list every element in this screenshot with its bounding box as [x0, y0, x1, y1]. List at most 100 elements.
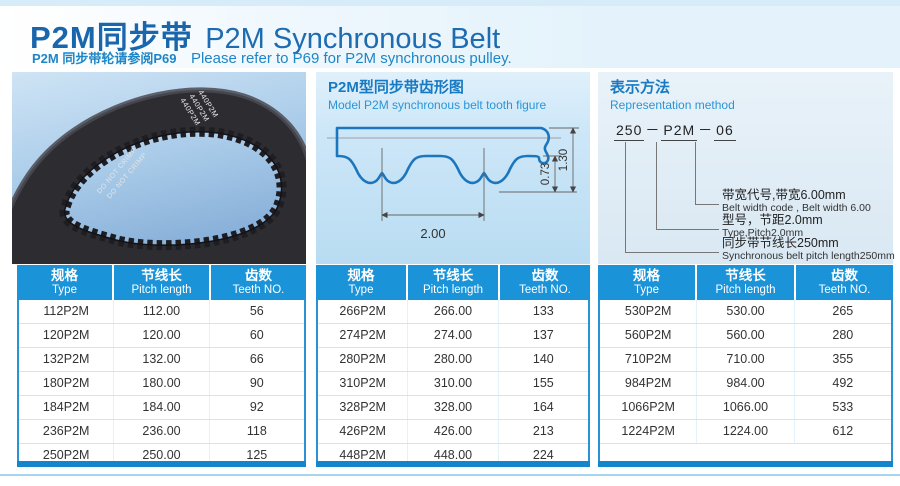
table-cell: 612: [832, 424, 854, 438]
spec-table-1: 规格 Type 节线长 Pitch length 齿数 Teeth NO. 112P2M 11…: [17, 265, 306, 467]
table-cell: 132.00: [114, 348, 210, 371]
column-header-en: Type: [348, 283, 374, 296]
dim-thickness-label: 1.30: [558, 149, 570, 171]
page-header: P2M同步带 P2M Synchronous Belt P2M 同步带轮请参阅P…: [0, 6, 900, 68]
connector-width-code: [695, 142, 719, 205]
table-row: 120P2M 120.00 60: [19, 324, 304, 348]
table-cell: 265: [832, 304, 854, 318]
column-header-en: Teeth NO.: [519, 283, 571, 296]
page-subtitle-en: Please refer to P69 for P2M synchronous …: [190, 50, 512, 67]
belt-profile-outline: [335, 126, 551, 185]
table-cell: 1066P2M: [600, 396, 698, 419]
table-cell: 236P2M: [19, 420, 115, 443]
table-cell: 530.00: [697, 300, 795, 323]
column-header-zh: 规格: [347, 267, 375, 283]
top-strip: [0, 0, 900, 6]
table-cell: 710P2M: [600, 348, 698, 371]
spec-table-3: 规格 Type 节线长 Pitch length 齿数 Teeth NO. 530P2M 53…: [598, 265, 893, 467]
belt-outer-sheen: [1, 87, 313, 223]
table-cell: 213: [532, 424, 554, 438]
table-cell: 120P2M: [19, 324, 115, 347]
table-row: 984P2M 984.00 492: [600, 372, 891, 396]
column-header: 节线长 Pitch length: [697, 265, 794, 300]
table-cell: 1066.00: [697, 396, 795, 419]
table-cell: 92: [249, 400, 264, 414]
column-header-en: Pitch length: [422, 283, 484, 296]
table-cell: 310.00: [408, 372, 499, 395]
table-cell: 133: [532, 304, 554, 318]
page-title-zh: P2M同步带: [30, 20, 193, 55]
annotation-type-en: Type,Pitch2.0mm: [722, 227, 804, 240]
annotation-pitch-length-en: Synchronous belt pitch length250mm: [722, 250, 895, 263]
belt-code: 250 － P2M － 06: [614, 120, 736, 141]
table-row: 710P2M 710.00 355: [600, 348, 891, 372]
table-cell: 448P2M: [318, 444, 409, 461]
annotation-pitch-length-zh: 同步带节线长250mm: [722, 236, 839, 250]
table-cell: 140: [532, 352, 554, 366]
table-body: 266P2M 266.00 133 274P2M 274.00 137 280P2M 280.…: [316, 300, 590, 461]
table-row: 274P2M 274.00 137: [318, 324, 588, 348]
belt-code-width: 06: [714, 122, 736, 141]
table-bottom-bar: [316, 461, 590, 467]
table-cell: 250P2M: [19, 444, 115, 461]
table-cell: 280.00: [408, 348, 499, 371]
table-row: 560P2M 560.00 280: [600, 324, 891, 348]
table-header-row: 规格 Type 节线长 Pitch length 齿数 Teeth NO.: [598, 265, 893, 300]
tooth-height-dimension-lines: [499, 155, 577, 193]
table-cell: 184P2M: [19, 396, 115, 419]
table-bottom-bar: [17, 461, 306, 467]
tooth-figure-title-en: Model P2M synchronous belt tooth figure: [328, 97, 547, 112]
table-cell: 236.00: [114, 420, 210, 443]
tooth-profile-diagram: 2.00 0.73 1.30: [327, 126, 579, 241]
page-title-en: P2M Synchronous Belt: [205, 23, 501, 55]
representation-title-zh: 表示方法: [610, 79, 671, 96]
table-cell: 280P2M: [318, 348, 409, 371]
table-cell: 155: [532, 376, 554, 390]
table-cell: 250.00: [114, 444, 210, 461]
table-row: 426P2M 426.00 213: [318, 420, 588, 444]
table-cell: 1224.00: [697, 420, 795, 443]
column-header-zh: 齿数: [531, 267, 559, 283]
annotation-width-code-en: Belt width code , Belt width 6.00: [722, 202, 871, 215]
representation-panel: 表示方法 Representation method 250 － P2M － 06 带宽…: [598, 72, 895, 264]
column-header: 齿数 Teeth NO.: [500, 265, 590, 300]
column-header-zh: 节线长: [141, 267, 182, 283]
table-cell: 164: [532, 400, 554, 414]
dim-tooth-height-label: 0.73: [540, 163, 552, 185]
table-cell: 530P2M: [600, 300, 698, 323]
table-cell: 426P2M: [318, 420, 409, 443]
tooth-figure-panel: P2M型同步带齿形图 Model P2M synchronous belt to…: [316, 72, 590, 264]
spec-table-2: 规格 Type 节线长 Pitch length 齿数 Teeth NO. 266P2M 26…: [316, 265, 590, 467]
table-row: 112P2M 112.00 56: [19, 300, 304, 324]
column-header: 规格 Type: [17, 265, 112, 300]
table-cell: 426.00: [408, 420, 499, 443]
table-cell: 274.00: [408, 324, 499, 347]
column-header-en: Pitch length: [131, 283, 192, 296]
table-cell: 274P2M: [318, 324, 409, 347]
belt-inner-edge: [63, 131, 283, 246]
page-subtitle: P2M 同步带轮请参阅P69 Please refer to P69 for P…: [32, 48, 512, 68]
table-cell: 710.00: [697, 348, 795, 371]
table-cell: 112.00: [114, 300, 210, 323]
table-cell: 328P2M: [318, 396, 409, 419]
table-row: 184P2M 184.00 92: [19, 396, 304, 420]
tooth-figure-title-zh: P2M型同步带齿形图: [328, 79, 464, 96]
page-title: P2M同步带 P2M Synchronous Belt: [30, 12, 500, 57]
column-header-en: Teeth NO.: [818, 283, 871, 296]
annotation-type-zh: 型号，节距2.0mm: [722, 213, 823, 227]
table-cell: 1224P2M: [600, 420, 698, 443]
table-cell: 355: [832, 352, 854, 366]
table-bottom-bar: [598, 461, 893, 467]
column-header: 规格 Type: [598, 265, 695, 300]
table-cell: 448.00: [408, 444, 499, 461]
belt-print-model: 440P2M 440P2M 440P2M: [178, 88, 220, 127]
table-cell: 533: [832, 400, 854, 414]
column-header-zh: 节线长: [725, 267, 766, 283]
table-cell: 984P2M: [600, 372, 698, 395]
table-cell: 90: [249, 376, 264, 390]
table-cell: 560.00: [697, 324, 795, 347]
tooth-figure-title: P2M型同步带齿形图 Model P2M synchronous belt to…: [316, 72, 590, 113]
column-header: 齿数 Teeth NO.: [796, 265, 893, 300]
column-header: 节线长 Pitch length: [114, 265, 209, 300]
